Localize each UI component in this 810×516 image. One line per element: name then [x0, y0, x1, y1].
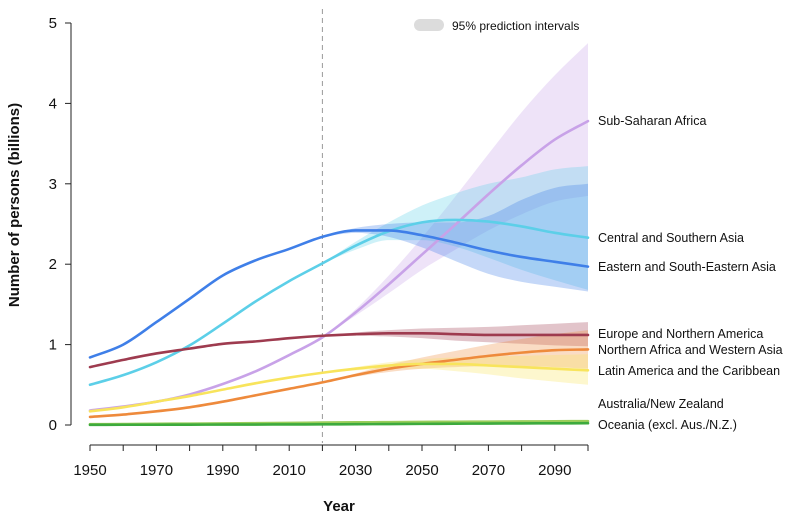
legend-label: 95% prediction intervals	[452, 19, 579, 33]
line-europe-and-northern-america	[88, 332, 590, 369]
band-eastern-and-south-eastern-asia	[322, 183, 588, 292]
line-central-and-southern-asia	[88, 218, 590, 387]
y-tick-label: 0	[49, 417, 57, 434]
x-tick-label: 2030	[339, 462, 372, 479]
x-tick-label: 2090	[538, 462, 571, 479]
line-oceania-excl-aus-n-z	[88, 421, 590, 427]
series-label-eastern-and-south-eastern-asia: Eastern and South-Eastern Asia	[598, 260, 776, 274]
x-tick-label: 1970	[140, 462, 173, 479]
band-sub-saharan-africa	[322, 43, 588, 338]
line-northern-africa-and-western-asia	[88, 348, 590, 419]
tick-marks: 0 1 2 3 4 5 1950 1970 1990 2010 2030 2050 2070 2090	[49, 15, 589, 479]
y-tick-label: 4	[49, 95, 57, 112]
x-axis-title: Year	[323, 498, 355, 515]
x-tick-label: 2070	[472, 462, 505, 479]
band-central-and-southern-asia	[322, 166, 588, 290]
series-label-latin-america-and-the-caribbean: Latin America and the Caribbean	[598, 364, 780, 378]
series-label-europe-and-northern-america: Europe and Northern America	[598, 327, 763, 341]
y-tick-label: 2	[49, 256, 57, 273]
axes	[70, 23, 588, 446]
series-label-central-and-southern-asia: Central and Southern Asia	[598, 231, 744, 245]
y-tick-label: 3	[49, 176, 57, 193]
series-label-oceania-excl-aus-n-z: Oceania (excl. Aus./N.Z.)	[598, 418, 737, 432]
series-label-australia-new-zealand: Australia/New Zealand	[598, 397, 724, 411]
line-latin-america-and-the-caribbean	[88, 362, 590, 413]
y-tick-label: 5	[49, 15, 57, 32]
x-tick-label: 2050	[405, 462, 438, 479]
x-tick-label: 2010	[273, 462, 306, 479]
x-tick-label: 1950	[73, 462, 106, 479]
series-lines	[88, 119, 590, 427]
legend-swatch	[414, 19, 444, 31]
y-tick-label: 1	[49, 337, 57, 354]
series-labels: Sub-Saharan Africa Central and Southern A…	[598, 114, 783, 432]
line-eastern-and-south-eastern-asia	[88, 229, 590, 359]
band-latin-america-and-the-caribbean	[322, 354, 588, 385]
y-axis-title: Number of persons (billions)	[6, 103, 23, 307]
series-label-northern-africa-and-western-asia: Northern Africa and Western Asia	[598, 343, 783, 357]
legend: 95% prediction intervals	[414, 19, 579, 33]
series-label-sub-saharan-africa: Sub-Saharan Africa	[598, 114, 706, 128]
x-tick-label: 1990	[206, 462, 239, 479]
